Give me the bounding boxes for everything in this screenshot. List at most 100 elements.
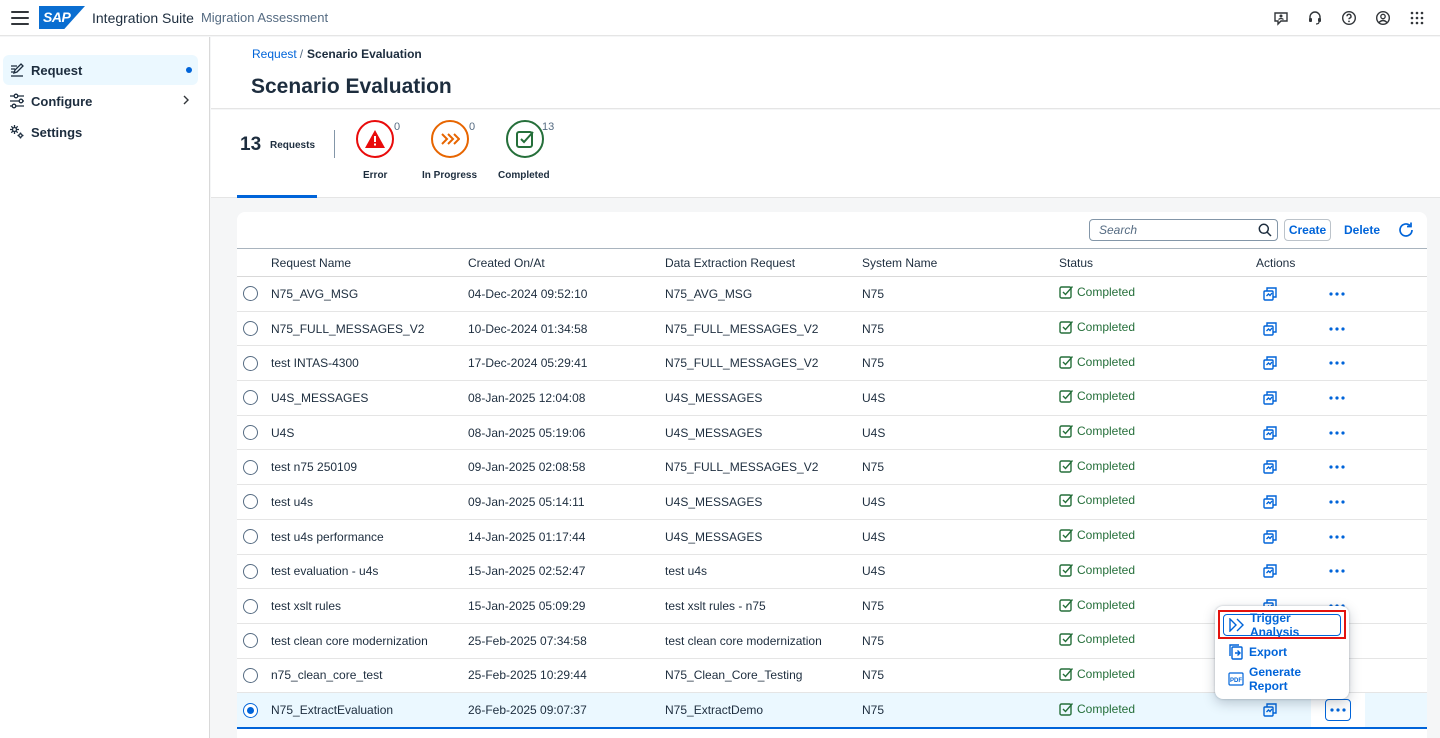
- row-radio-button[interactable]: [243, 321, 258, 337]
- menu-item-generate-report[interactable]: PDF Generate Report: [1223, 665, 1341, 693]
- menu-item-export[interactable]: Export: [1223, 641, 1341, 663]
- table-row[interactable]: test evaluation - u4s 15-Jan-2025 02:52:4…: [237, 554, 1427, 590]
- cell-request-name: test clean core modernization: [271, 623, 468, 659]
- more-actions-icon[interactable]: [1324, 526, 1350, 548]
- kpi-error-label: Error: [363, 170, 388, 181]
- row-radio-button[interactable]: [243, 390, 258, 406]
- row-radio-button[interactable]: [243, 425, 258, 441]
- more-actions-icon[interactable]: [1324, 491, 1350, 513]
- cell-created-on: 25-Feb-2025 10:29:44: [468, 658, 665, 694]
- more-actions-icon[interactable]: [1325, 699, 1351, 722]
- analyze-icon[interactable]: [1262, 494, 1278, 510]
- sidebar-item-label: Request: [31, 62, 83, 78]
- more-actions-icon[interactable]: [1324, 352, 1350, 374]
- kpi-completed-count: 13: [542, 121, 555, 133]
- search-input[interactable]: Search: [1089, 219, 1278, 241]
- more-actions-icon[interactable]: [1324, 422, 1350, 444]
- refresh-icon[interactable]: [1397, 221, 1415, 239]
- row-radio-button[interactable]: [243, 529, 258, 545]
- cell-system-name: N75: [862, 449, 1059, 486]
- table-row[interactable]: test u4s 09-Jan-2025 05:14:11 U4S_MESSAGES…: [237, 484, 1427, 520]
- completed-status-icon: [1059, 493, 1073, 508]
- kpi-error[interactable]: 0 Error: [356, 110, 416, 195]
- column-header-created[interactable]: Created On/At: [468, 248, 665, 277]
- analyze-icon[interactable]: [1262, 529, 1278, 545]
- table-row[interactable]: U4S_MESSAGES 08-Jan-2025 12:04:08 U4S_MESS…: [237, 380, 1427, 416]
- menu-item-trigger-analysis[interactable]: Trigger Analysis: [1223, 611, 1341, 639]
- row-radio-button[interactable]: [243, 355, 258, 371]
- analyze-icon[interactable]: [1262, 459, 1278, 475]
- menu-icon[interactable]: [11, 10, 29, 25]
- more-actions-icon[interactable]: [1324, 283, 1350, 305]
- cell-created-on: 08-Jan-2025 12:04:08: [468, 380, 665, 416]
- analyze-icon[interactable]: [1262, 321, 1278, 337]
- analyze-icon[interactable]: [1262, 425, 1278, 441]
- analyze-icon[interactable]: [1262, 286, 1278, 302]
- kpi-completed[interactable]: 13 Completed: [497, 110, 567, 195]
- more-actions-icon[interactable]: [1324, 318, 1350, 340]
- sidebar-item-request[interactable]: Request: [3, 55, 198, 85]
- more-actions-icon[interactable]: [1324, 387, 1350, 409]
- status-text: Completed: [1077, 666, 1136, 681]
- delete-button[interactable]: Delete: [1343, 223, 1381, 237]
- row-radio-button[interactable]: [243, 667, 258, 683]
- cell-actions: [1256, 519, 1427, 555]
- table-row[interactable]: N75_FULL_MESSAGES_V2 10-Dec-2024 01:34:58…: [237, 311, 1427, 347]
- row-radio-button[interactable]: [243, 598, 258, 614]
- row-select-cell: [237, 692, 271, 730]
- analyze-icon[interactable]: [1262, 563, 1278, 579]
- row-radio-button[interactable]: [243, 459, 258, 475]
- search-icon[interactable]: [1258, 223, 1272, 237]
- analyze-icon[interactable]: [1262, 702, 1278, 718]
- product-switch-icon[interactable]: [1400, 0, 1434, 36]
- breadcrumb-link-request[interactable]: Request: [252, 47, 297, 61]
- user-profile-icon[interactable]: [1366, 0, 1400, 36]
- more-actions-icon[interactable]: [1324, 456, 1350, 478]
- kpi-completed-label: Completed: [498, 170, 550, 181]
- kpi-in-progress[interactable]: 0 In Progress: [422, 110, 502, 195]
- row-select-cell: [237, 484, 271, 520]
- row-radio-button[interactable]: [243, 286, 258, 302]
- row-radio-button[interactable]: [243, 633, 258, 649]
- help-icon[interactable]: [1332, 0, 1366, 36]
- kpi-divider: [334, 130, 335, 158]
- subproduct-name: Migration Assessment: [200, 10, 329, 25]
- completed-status-icon: [1059, 598, 1073, 612]
- settings-icon: [9, 124, 25, 140]
- feedback-icon[interactable]: [1264, 0, 1298, 36]
- sidebar-item-settings[interactable]: Settings: [3, 117, 198, 147]
- table-row[interactable]: N75_ExtractEvaluation 26-Feb-2025 09:07:3…: [237, 692, 1427, 730]
- status-badge: Completed: [1059, 563, 1135, 577]
- status-text: Completed: [1077, 597, 1136, 612]
- table-row[interactable]: test n75 250109 09-Jan-2025 02:08:58 N75_F…: [237, 449, 1427, 486]
- column-header-request-name[interactable]: Request Name: [271, 248, 468, 277]
- analyze-icon[interactable]: [1262, 390, 1278, 406]
- more-actions-icon[interactable]: [1324, 560, 1350, 582]
- column-header-system-name[interactable]: System Name: [862, 248, 1059, 277]
- row-radio-button[interactable]: [243, 702, 258, 718]
- row-select-cell: [237, 623, 271, 659]
- status-badge: Completed: [1059, 389, 1135, 403]
- cell-created-on: 04-Dec-2024 09:52:10: [468, 276, 665, 312]
- cell-actions: [1256, 311, 1427, 347]
- cell-status: Completed: [1059, 449, 1256, 486]
- table-row[interactable]: test u4s performance 14-Jan-2025 01:17:44…: [237, 519, 1427, 555]
- row-radio-button[interactable]: [243, 563, 258, 579]
- column-header-data-extraction-request[interactable]: Data Extraction Request: [665, 248, 862, 277]
- sidebar-item-configure[interactable]: Configure: [3, 86, 198, 116]
- table-row[interactable]: test INTAS-4300 17-Dec-2024 05:29:41 N75_F…: [237, 345, 1427, 382]
- column-header-status[interactable]: Status: [1059, 248, 1256, 277]
- sap-logo[interactable]: SAP: [39, 6, 85, 29]
- export-icon: [1228, 644, 1244, 660]
- table-row[interactable]: U4S 08-Jan-2025 05:19:06 U4S_MESSAGES U4S Co…: [237, 415, 1427, 451]
- analyze-icon[interactable]: [1262, 355, 1278, 371]
- cell-data-extraction-request: U4S_MESSAGES: [665, 380, 862, 416]
- create-button[interactable]: Create: [1284, 219, 1331, 241]
- kpi-total-requests[interactable]: 13 Requests: [237, 110, 317, 198]
- status-text: Completed: [1077, 562, 1136, 577]
- table-row[interactable]: N75_AVG_MSG 04-Dec-2024 09:52:10 N75_AVG_M…: [237, 276, 1427, 312]
- status-badge: Completed: [1059, 528, 1135, 542]
- status-text: Completed: [1077, 424, 1136, 439]
- row-radio-button[interactable]: [243, 494, 258, 510]
- support-icon[interactable]: [1298, 0, 1332, 36]
